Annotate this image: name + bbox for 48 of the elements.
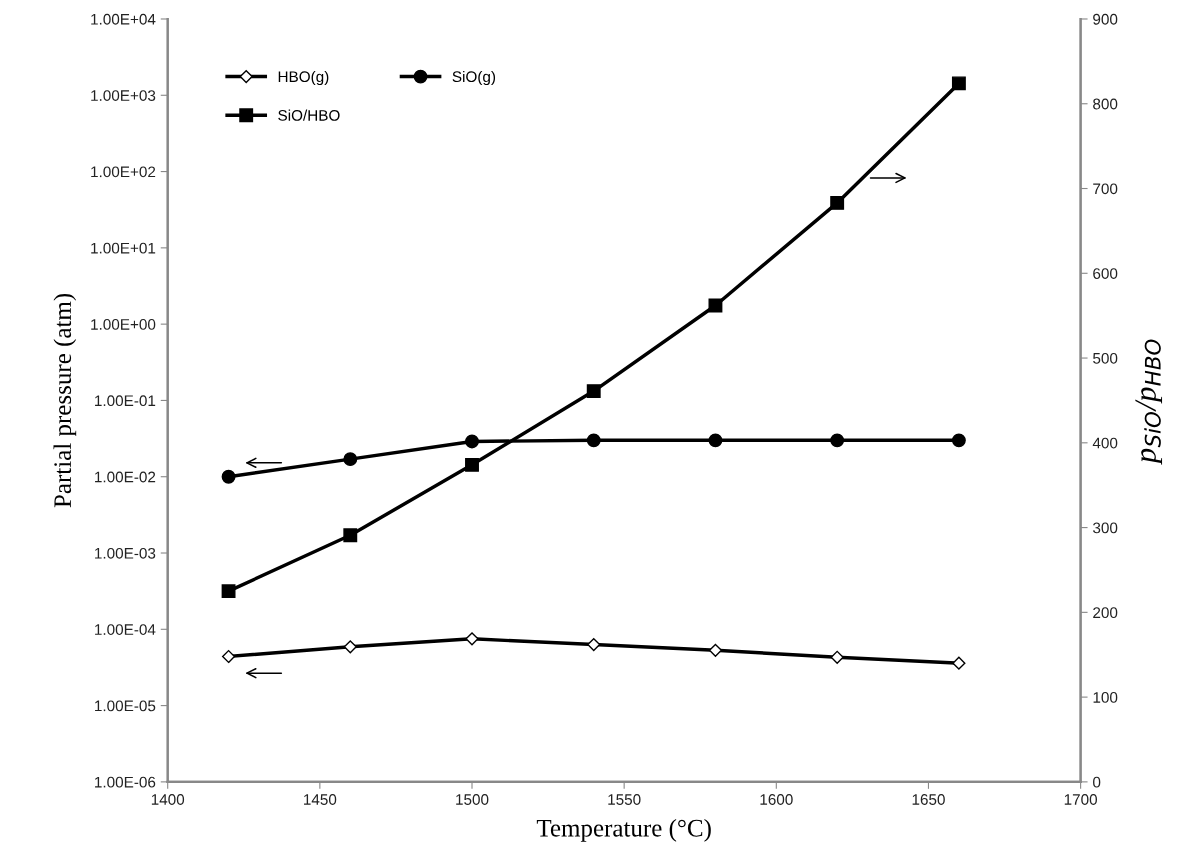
x-axis-title: Temperature (°C) (536, 819, 711, 842)
point (708, 433, 723, 448)
x-tick-label: 1500 (456, 794, 489, 805)
y-tick-label: 1.00E-01 (95, 395, 156, 407)
point (586, 433, 601, 448)
y2-tick-label: 800 (1093, 98, 1118, 110)
x-tick-label: 1400 (151, 794, 185, 805)
y-tick-label: 1.00E-05 (95, 700, 156, 712)
y2-tick-label: 700 (1093, 183, 1118, 195)
y-tick-label: 1.00E-03 (95, 547, 156, 559)
y-tick-label: 1.00E+03 (91, 90, 156, 101)
point (830, 433, 845, 448)
point (343, 640, 357, 654)
point (587, 638, 601, 652)
y-tick-label: 1.00E+04 (91, 13, 156, 25)
y2-tick-label: 100 (1093, 691, 1118, 703)
point (221, 649, 236, 664)
y-tick-label: 1.00E-02 (95, 471, 156, 483)
x-tick-label: 1650 (912, 794, 945, 805)
x-tick-label: 1700 (1064, 794, 1098, 805)
x-tick-label: 1450 (304, 794, 337, 805)
y2-tick-label: 500 (1093, 352, 1118, 364)
y-tick-label: 1.00E-04 (95, 624, 156, 635)
point (951, 433, 966, 448)
point (830, 650, 844, 664)
point (465, 632, 479, 646)
y-tick-label: 1.00E-06 (95, 776, 156, 788)
x-tick-label: 1550 (608, 794, 641, 805)
legend-label: HBO(g) (278, 70, 329, 86)
y2-tick-label: 900 (1093, 13, 1118, 25)
y2-tick-label: 200 (1093, 607, 1118, 619)
point (465, 434, 479, 449)
legend-label: SiO(g) (452, 70, 496, 86)
y2-tick-label: 600 (1093, 268, 1118, 279)
y2-tick-label: 400 (1092, 437, 1118, 449)
y2-axis-title: p$_{SiO}$/p$_{HBO}$ (1135, 339, 1163, 465)
legend-label: SiO/HBO (278, 109, 340, 121)
x-tick-label: 1600 (760, 794, 793, 805)
y2-tick-label: 300 (1093, 522, 1118, 534)
point (221, 469, 236, 484)
y-tick-label: 1.00E+02 (91, 166, 156, 178)
point (343, 452, 358, 467)
point (952, 656, 966, 670)
y-tick-label: 1.00E+01 (91, 242, 156, 254)
y-tick-label: 1.00E+00 (91, 319, 156, 330)
y-axis-title: Partial pressure (atm) (53, 293, 77, 508)
point (708, 643, 723, 657)
y2-tick-label: 0 (1093, 776, 1101, 788)
